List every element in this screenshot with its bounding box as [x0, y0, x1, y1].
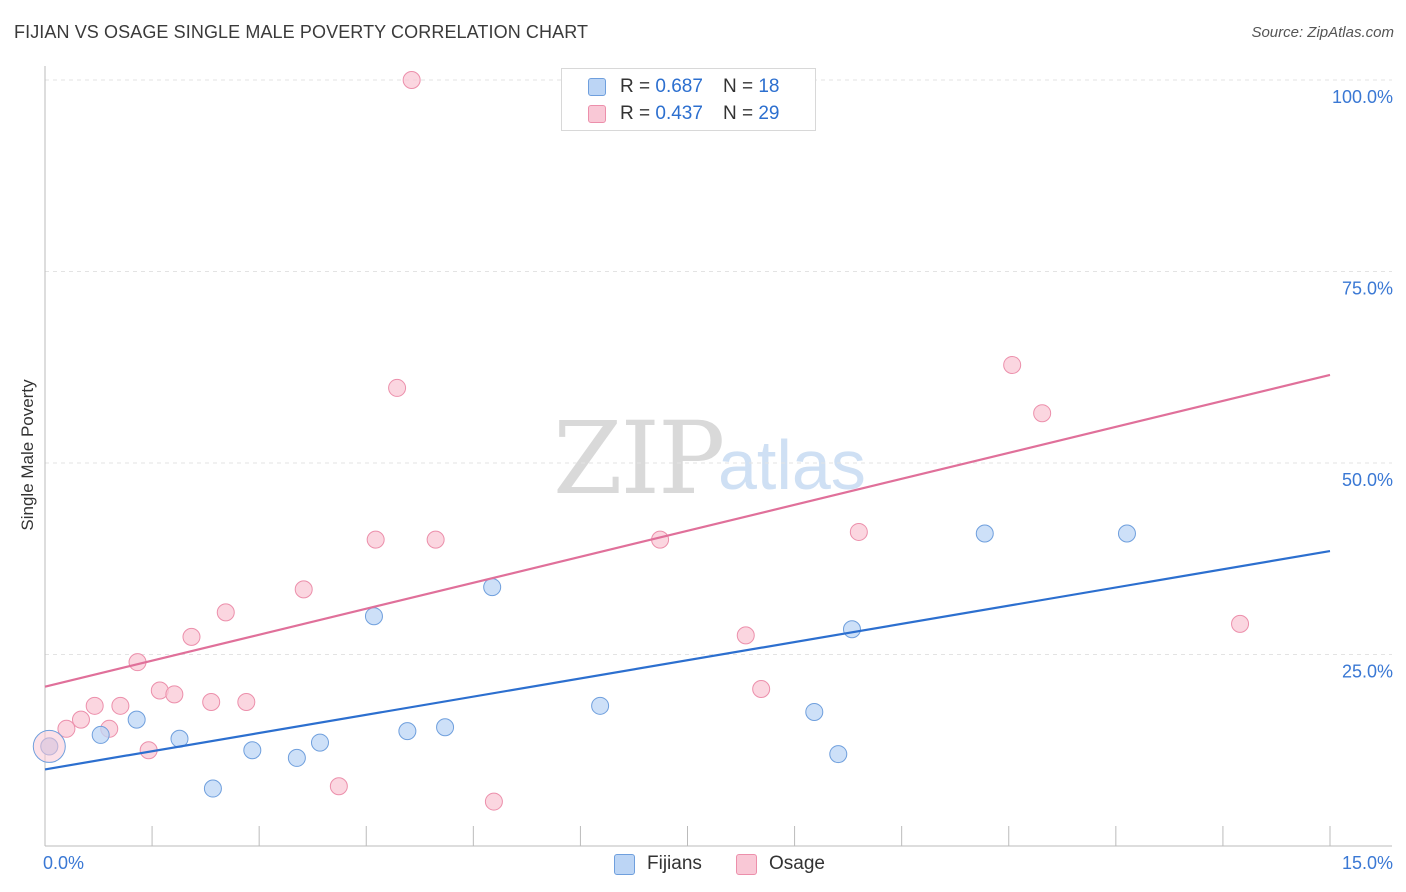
osage-point-11 [202, 692, 221, 711]
osage-r-value: 0.437 [655, 103, 703, 124]
fijians-point-6 [287, 748, 306, 767]
bottom-legend-osage: Osage [736, 852, 825, 876]
osage-n-value: 29 [758, 103, 780, 124]
osage-point-19 [426, 530, 445, 549]
fijians-point-8 [364, 607, 383, 626]
fijians-point-14 [829, 745, 848, 764]
fijians-n-value: 18 [758, 76, 780, 97]
osage-point-20 [484, 792, 503, 811]
fijians-point-15 [842, 620, 861, 639]
fijians-point-11 [483, 578, 502, 597]
osage-point-24 [752, 679, 771, 698]
x-tick-label-1: 15.0% [1342, 853, 1393, 873]
chart-title: FIJIAN VS OSAGE SINGLE MALE POVERTY CORR… [14, 22, 589, 42]
osage-point-9 [165, 685, 184, 704]
watermark-zip: ZIP [553, 400, 725, 517]
osage-n-label: N = [722, 103, 754, 124]
legend-row-osage: R = 0.437 N = 29 [588, 102, 779, 126]
fijians-n-label: N = [722, 76, 754, 97]
fijians-trendline [44, 550, 1331, 771]
osage-point-12 [216, 603, 235, 622]
osage-point-27 [1033, 404, 1052, 423]
osage-point-5 [111, 696, 130, 715]
osage-point-23 [736, 626, 755, 645]
osage-point-17 [388, 378, 407, 397]
fijians-point-1 [91, 725, 110, 744]
y-tick-label-0: 25.0% [1342, 662, 1393, 682]
bottom-fijians-swatch [614, 853, 635, 875]
bottom-legend-fijians: Fijians [614, 852, 702, 876]
fijians-point-5 [243, 741, 262, 760]
fijians-point-2 [127, 710, 146, 729]
osage-point-1 [57, 719, 76, 738]
osage-point-3 [85, 696, 104, 715]
osage-point-2 [71, 710, 90, 729]
y-tick-label-2: 75.0% [1342, 279, 1393, 299]
fijians-point-16 [975, 524, 994, 543]
osage-point-28 [1231, 614, 1250, 633]
osage-point-25 [849, 522, 868, 541]
fijians-point-7 [310, 733, 329, 752]
legend-row-fijians: R = 0.687 N = 18 [588, 75, 779, 99]
y-tick-label-3: 100.0% [1332, 87, 1393, 107]
watermark-atlas: atlas [718, 426, 866, 504]
source-label: Source: ZipAtlas.com [1251, 24, 1394, 41]
osage-trendline [44, 373, 1331, 688]
fijians-r-label: R = [620, 76, 651, 97]
overlap-point [32, 729, 66, 763]
bottom-osage-label: Osage [769, 853, 825, 874]
bottom-osage-swatch [736, 853, 757, 875]
bottom-fijians-label: Fijians [647, 853, 702, 874]
fijians-r-value: 0.687 [655, 76, 703, 97]
osage-point-10 [182, 627, 201, 646]
fijians-point-9 [398, 722, 417, 741]
fijians-point-4 [203, 779, 222, 798]
osage-swatch [588, 105, 606, 123]
stats-legend: R = 0.687 N = 18 R = 0.437 N = 29 [561, 68, 816, 131]
osage-point-13 [237, 692, 256, 711]
osage-point-14 [294, 580, 313, 599]
fijians-point-10 [436, 718, 455, 737]
x-tick-label-0: 0.0% [43, 853, 84, 873]
osage-r-label: R = [620, 103, 651, 124]
y-tick-label-1: 50.0% [1342, 470, 1393, 490]
fijians-point-12 [591, 696, 610, 715]
osage-point-15 [329, 777, 348, 796]
fijians-point-13 [805, 702, 824, 721]
fijians-point-17 [1117, 524, 1136, 543]
fijians-swatch [588, 78, 606, 96]
osage-point-26 [1003, 355, 1022, 374]
osage-point-18 [402, 71, 421, 89]
osage-point-16 [366, 530, 385, 549]
